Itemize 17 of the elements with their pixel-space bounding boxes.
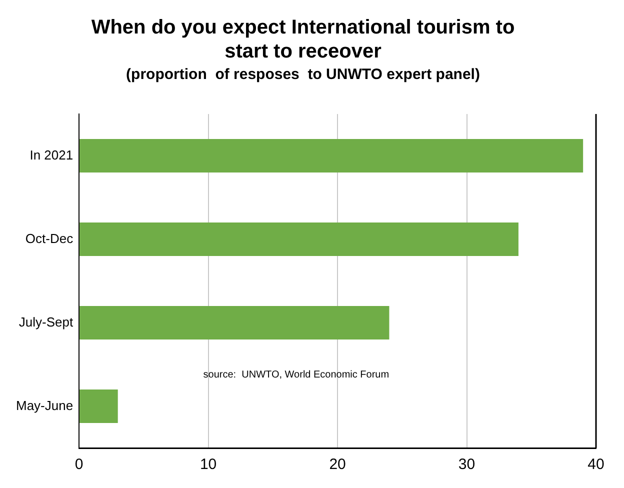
bar xyxy=(80,222,518,256)
bar xyxy=(80,390,118,423)
text: When do you expect International tourism to xyxy=(91,16,515,39)
annotation: source: UNWTO, World Economic Forum xyxy=(203,369,390,380)
y-tick-label: In 2021 xyxy=(30,147,74,162)
x-tick-label: 0 xyxy=(74,456,84,474)
y-tick-label: July-Sept xyxy=(18,314,74,330)
bar xyxy=(80,306,390,340)
x-tick-label: 20 xyxy=(329,456,346,474)
y-tick-label: May-June xyxy=(16,398,74,413)
y-tick-label: Oct-Dec xyxy=(25,230,74,246)
x-tick-label: 10 xyxy=(200,456,217,474)
chart-subtitle: (proportion of resposes to UNWTO expert panel) xyxy=(126,66,480,84)
bar xyxy=(80,139,584,172)
x-tick-label: 40 xyxy=(588,456,604,474)
text: start to receover xyxy=(224,40,382,63)
x-tick-label: 30 xyxy=(458,456,476,474)
